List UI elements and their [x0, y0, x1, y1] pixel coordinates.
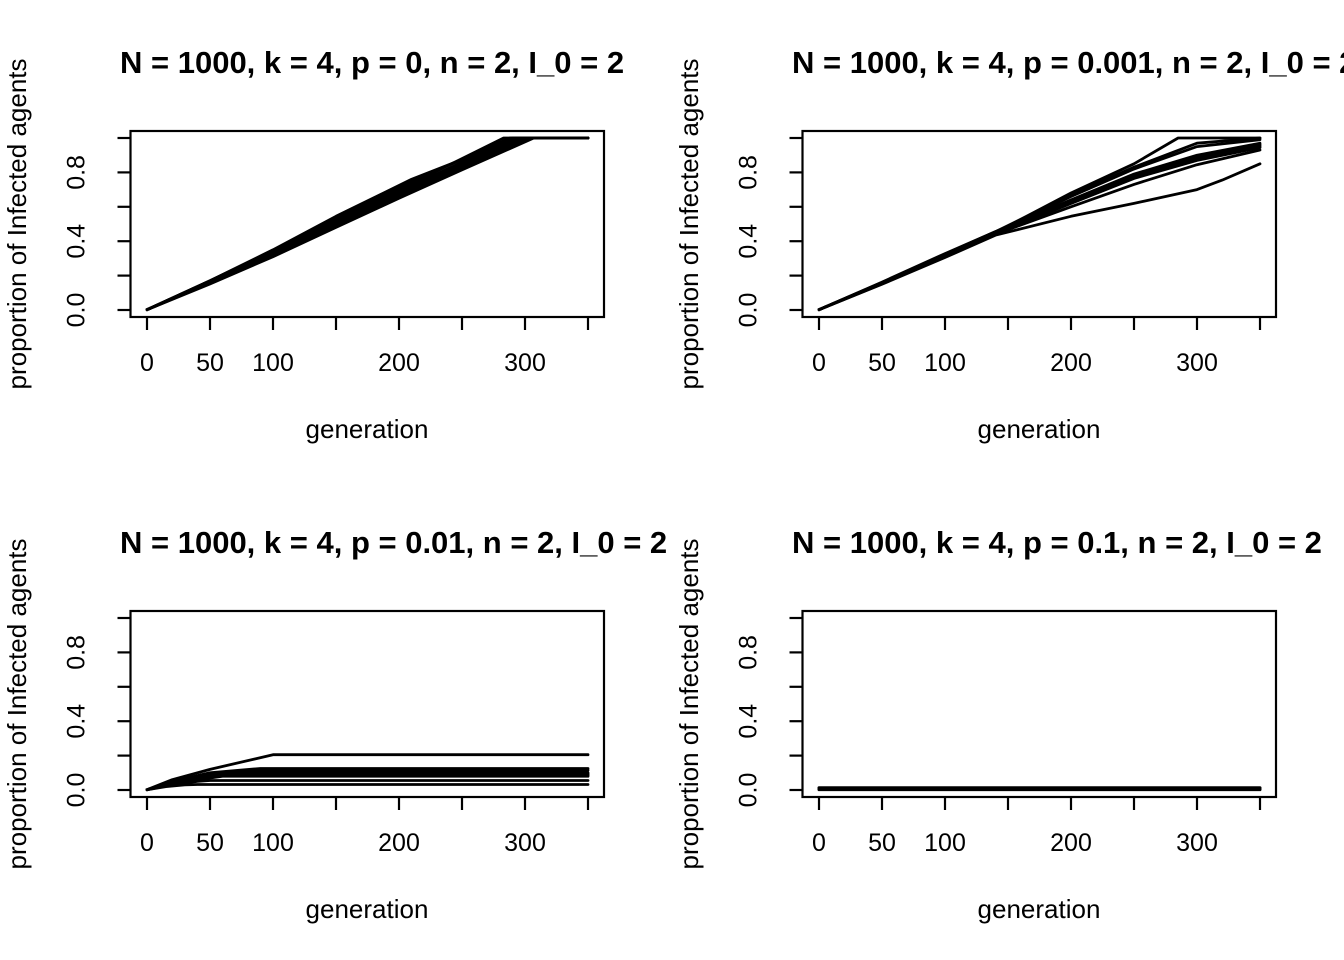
x-tick-label: 100 [924, 349, 966, 377]
y-tick-label: 0.4 [63, 224, 91, 259]
y-tick-label: 0.8 [63, 635, 91, 670]
y-tick-label: 0.4 [735, 224, 763, 259]
x-tick-label: 200 [1050, 829, 1092, 857]
x-tick-label: 200 [1050, 349, 1092, 377]
plot-title-p0001: N = 1000, k = 4, p = 0.001, n = 2, I_0 =… [792, 45, 1344, 80]
x-tick-label: 0 [812, 349, 826, 377]
x-tick-label: 100 [924, 829, 966, 857]
plot-title-p0: N = 1000, k = 4, p = 0, n = 2, I_0 = 2 [120, 45, 625, 80]
x-tick-label: 50 [868, 349, 896, 377]
series-line-run-10 [817, 162, 1262, 312]
y-tick-label: 0.4 [63, 704, 91, 739]
x-axis-label-p001: generation [305, 894, 429, 924]
x-axis-label-p01: generation [977, 894, 1101, 924]
series-line-run-10 [145, 783, 590, 792]
panel-p0001: 0 50 100 200 300 0.0 0.4 0.8 N = 1000, k = 4, p… [672, 0, 1344, 480]
x-tick-label: 0 [140, 829, 154, 857]
panel-p001: 0 50 100 200 300 0.0 0.4 0.8 N = 1000, k = 4, p… [0, 480, 672, 960]
plot-box [801, 609, 1278, 799]
y-tick-label: 0.4 [735, 704, 763, 739]
x-tick-label: 50 [196, 829, 224, 857]
y-tick-label: 0.0 [735, 773, 763, 808]
x-tick-label: 100 [252, 349, 294, 377]
x-tick-label: 300 [1176, 349, 1218, 377]
plot-canvas-p001: 0 50 100 200 300 0.0 0.4 0.8 [63, 609, 606, 857]
x-tick-label: 300 [1176, 829, 1218, 857]
series-line-run-10 [145, 136, 590, 312]
x-tick-label: 100 [252, 829, 294, 857]
panel-p0: 0 50 100 200 300 0.0 0.4 0.8 N = 1000, k = 4, p… [0, 0, 672, 480]
y-tick-label: 0.0 [63, 773, 91, 808]
x-tick-label: 300 [504, 349, 546, 377]
panel-p01: 0 50 100 200 300 0.0 0.4 0.8 N = 1000, k = 4, p… [672, 480, 1344, 960]
y-tick-label: 0.0 [63, 293, 91, 328]
plot-title-p001: N = 1000, k = 4, p = 0.01, n = 2, I_0 = … [120, 525, 668, 560]
series-line-run-9 [817, 148, 1262, 312]
series-line-run-5 [817, 143, 1262, 312]
plot-canvas-p01: 0 50 100 200 300 0.0 0.4 0.8 [735, 609, 1278, 857]
y-tick-label: 0.0 [735, 293, 763, 328]
series-line-run-8 [817, 146, 1262, 312]
series-line-run-6 [817, 143, 1262, 312]
y-tick-label: 0.8 [63, 155, 91, 190]
series-line-run-7 [817, 145, 1262, 312]
plot-canvas-p0001: 0 50 100 200 300 0.0 0.4 0.8 [735, 129, 1278, 377]
y-tick-label: 0.8 [735, 155, 763, 190]
plot-title-p01: N = 1000, k = 4, p = 0.1, n = 2, I_0 = 2 [792, 525, 1322, 560]
plot-box [801, 129, 1278, 319]
x-tick-label: 0 [812, 829, 826, 857]
plot-box [129, 609, 606, 799]
x-tick-label: 0 [140, 349, 154, 377]
x-axis-label-p0: generation [305, 414, 429, 444]
x-axis-label-p0001: generation [977, 414, 1101, 444]
x-tick-label: 50 [196, 349, 224, 377]
x-tick-label: 200 [378, 829, 420, 857]
plot-box [129, 129, 606, 319]
series-line-run-4 [817, 141, 1262, 312]
y-tick-label: 0.8 [735, 635, 763, 670]
x-tick-label: 200 [378, 349, 420, 377]
plot-canvas-p0: 0 50 100 200 300 0.0 0.4 0.8 [63, 129, 606, 377]
series-line-run-8 [145, 774, 590, 792]
x-tick-label: 50 [868, 829, 896, 857]
x-tick-label: 300 [504, 829, 546, 857]
